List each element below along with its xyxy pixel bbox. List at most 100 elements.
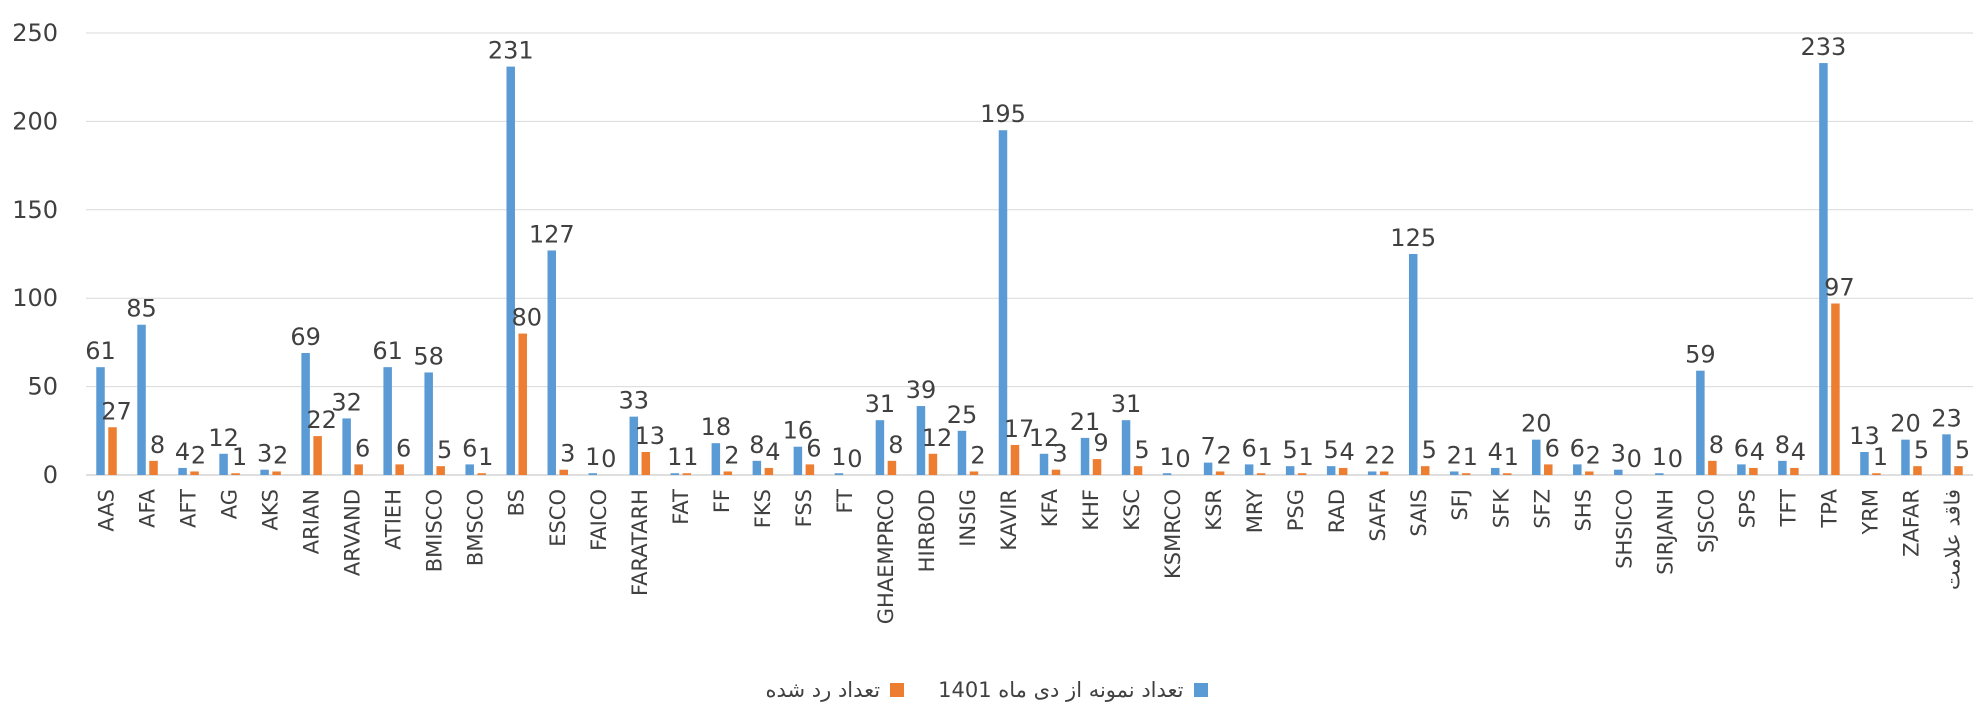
data-label-samples: 231 xyxy=(488,37,534,65)
data-label-samples: 4 xyxy=(175,438,190,466)
bar-rejected xyxy=(1749,467,1758,475)
y-tick-label: 100 xyxy=(12,284,58,312)
bar-rejected xyxy=(395,464,404,475)
data-label-rejected: 1 xyxy=(1257,443,1272,471)
data-label-rejected: 4 xyxy=(1340,438,1355,466)
category-label: FF xyxy=(710,489,734,513)
bar-samples xyxy=(465,464,474,475)
data-label-samples: 125 xyxy=(1390,224,1436,252)
bar-samples xyxy=(424,372,433,475)
category-label: FAICO xyxy=(587,489,611,551)
data-label-samples: 7 xyxy=(1200,433,1215,461)
legend-item-samples: تعداد نمونه از دی ماه 1401 xyxy=(938,678,1208,702)
bar-rejected xyxy=(764,467,774,475)
category-label: SFK xyxy=(1489,488,1513,528)
data-label-rejected: 2 xyxy=(724,441,739,469)
category-label: INSIG xyxy=(956,489,980,547)
data-label-samples: 61 xyxy=(372,337,403,365)
category-label: PSG xyxy=(1284,489,1308,531)
data-label-rejected: 3 xyxy=(1052,440,1067,468)
bar-samples xyxy=(342,418,351,475)
bar-samples xyxy=(670,473,680,475)
data-label-samples: 20 xyxy=(1890,410,1921,438)
bar-samples xyxy=(1737,464,1746,475)
data-label-samples: 8 xyxy=(1775,431,1790,459)
bar-rejected xyxy=(231,473,240,475)
data-label-rejected: 9 xyxy=(1093,429,1108,457)
data-label-rejected: 5 xyxy=(437,436,452,464)
bar-rejected xyxy=(1913,466,1922,475)
data-label-samples: 25 xyxy=(947,401,978,429)
data-label-samples: 8 xyxy=(749,431,764,459)
bar-rejected xyxy=(805,464,815,475)
data-label-samples: 12 xyxy=(208,424,239,452)
bar-rejected xyxy=(641,452,651,475)
bar-samples xyxy=(1408,254,1418,475)
bar-samples xyxy=(998,130,1008,476)
bar-rejected xyxy=(477,473,486,475)
bar-rejected xyxy=(1256,473,1266,475)
category-label: ARIAN xyxy=(300,489,324,554)
bar-samples xyxy=(547,250,556,475)
data-label-samples: 2 xyxy=(1365,441,1380,469)
bar-rejected xyxy=(1092,459,1102,475)
category-label: RAD xyxy=(1325,489,1349,533)
data-label-rejected: 0 xyxy=(1627,445,1642,473)
data-label-rejected: 8 xyxy=(1709,431,1724,459)
data-label-samples: 1 xyxy=(831,443,846,471)
bar-rejected xyxy=(1297,473,1307,475)
bar-samples xyxy=(1901,439,1910,475)
category-label: BMSCO xyxy=(464,489,488,566)
category-label: ESCO xyxy=(546,489,570,547)
category-label: SAIS xyxy=(1407,489,1431,537)
data-label-rejected: 1 xyxy=(478,443,493,471)
data-label-samples: 31 xyxy=(1111,390,1142,418)
category-label: FKS xyxy=(751,489,775,528)
bar-rejected xyxy=(1379,471,1389,475)
bar-rejected xyxy=(108,427,117,475)
y-tick-label: 150 xyxy=(12,196,58,224)
category-label: MRY xyxy=(1243,489,1267,533)
data-label-samples: 1 xyxy=(1652,443,1667,471)
data-label-rejected: 4 xyxy=(765,438,780,466)
bar-samples xyxy=(178,467,187,475)
data-label-samples: 3 xyxy=(257,440,272,468)
category-label: KHF xyxy=(1079,489,1103,531)
bar-samples xyxy=(301,353,310,475)
data-label-rejected: 6 xyxy=(396,434,411,462)
data-label-samples: 23 xyxy=(1931,404,1962,432)
data-label-rejected: 0 xyxy=(601,445,616,473)
data-label-samples: 20 xyxy=(1521,410,1552,438)
category-label: AFA xyxy=(136,488,160,528)
category-label: TFT xyxy=(1776,489,1800,528)
data-label-rejected: 0 xyxy=(847,445,862,473)
category-label: KSR xyxy=(1202,489,1226,531)
bar-samples xyxy=(588,473,598,475)
data-label-samples: 195 xyxy=(980,100,1026,128)
data-label-rejected: 3 xyxy=(560,440,575,468)
data-label-samples: 16 xyxy=(783,417,814,445)
category-label: FAT xyxy=(669,489,693,525)
bar-samples xyxy=(1449,471,1459,475)
data-label-rejected: 1 xyxy=(232,443,247,471)
bar-rejected xyxy=(1010,444,1020,475)
bar-samples xyxy=(1819,63,1828,475)
bar-samples xyxy=(1614,469,1623,475)
data-label-rejected: 22 xyxy=(306,406,337,434)
category-label: فاقد علامت xyxy=(1940,489,1964,590)
data-label-rejected: 2 xyxy=(970,441,985,469)
category-label: KAVIR xyxy=(997,489,1021,551)
bar-samples xyxy=(1326,466,1336,475)
bar-rejected xyxy=(1051,469,1061,475)
category-label: AKS xyxy=(259,489,283,530)
data-label-rejected: 0 xyxy=(1668,445,1683,473)
bar-samples xyxy=(1532,439,1541,475)
bar-rejected xyxy=(272,471,281,475)
bar-samples xyxy=(834,473,844,475)
data-label-rejected: 12 xyxy=(922,424,953,452)
category-label: FSS xyxy=(792,489,816,527)
data-label-rejected: 97 xyxy=(1824,274,1855,302)
data-label-rejected: 5 xyxy=(1914,436,1929,464)
category-label: AAS xyxy=(95,489,119,532)
